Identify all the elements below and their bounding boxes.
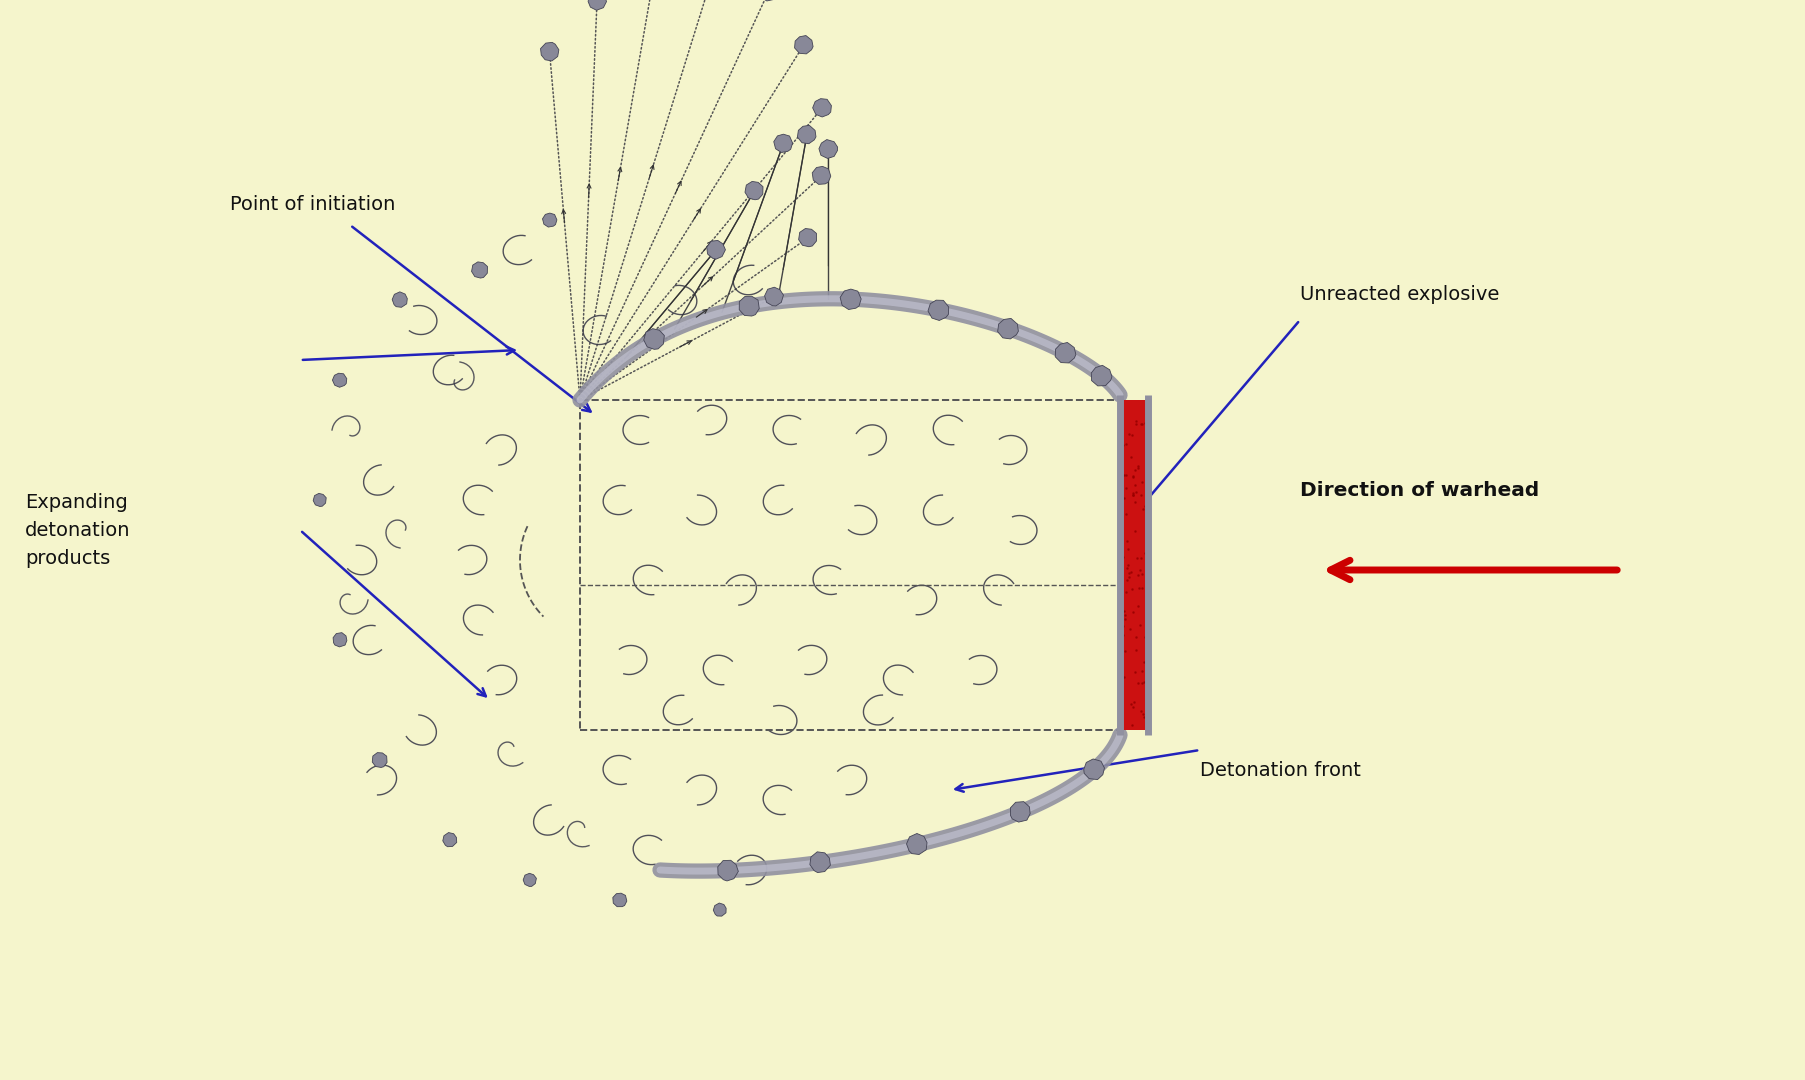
Polygon shape	[471, 261, 487, 278]
Polygon shape	[765, 287, 783, 306]
Polygon shape	[543, 213, 558, 227]
Polygon shape	[819, 139, 838, 159]
Polygon shape	[718, 861, 738, 881]
Polygon shape	[812, 98, 832, 117]
Polygon shape	[332, 374, 347, 388]
Polygon shape	[998, 319, 1018, 339]
Polygon shape	[812, 166, 830, 185]
Bar	[579, 400, 1119, 730]
Polygon shape	[1056, 342, 1076, 363]
Polygon shape	[708, 241, 726, 259]
Polygon shape	[540, 42, 560, 60]
Polygon shape	[839, 289, 861, 310]
Polygon shape	[372, 753, 386, 768]
Text: Detonation front: Detonation front	[1200, 760, 1361, 780]
Polygon shape	[523, 874, 536, 887]
Polygon shape	[928, 300, 949, 321]
Polygon shape	[713, 903, 726, 916]
Polygon shape	[1011, 801, 1031, 822]
Polygon shape	[588, 0, 606, 11]
Polygon shape	[1092, 365, 1112, 386]
Polygon shape	[644, 328, 664, 349]
Polygon shape	[798, 229, 816, 246]
Polygon shape	[314, 494, 327, 507]
Polygon shape	[794, 36, 812, 54]
Polygon shape	[442, 833, 457, 847]
Text: Unreacted explosive: Unreacted explosive	[1300, 285, 1500, 305]
Text: Expanding
detonation
products: Expanding detonation products	[25, 492, 130, 567]
Polygon shape	[745, 181, 764, 200]
Polygon shape	[334, 633, 347, 647]
Text: Point of initiation: Point of initiation	[229, 195, 395, 215]
Polygon shape	[798, 125, 816, 144]
Polygon shape	[392, 292, 408, 308]
Polygon shape	[614, 893, 626, 907]
Polygon shape	[740, 296, 760, 316]
Bar	[1119, 400, 1148, 730]
Text: Direction of warhead: Direction of warhead	[1300, 481, 1540, 499]
Polygon shape	[906, 834, 928, 854]
Polygon shape	[810, 852, 830, 873]
Polygon shape	[1083, 759, 1105, 780]
Polygon shape	[774, 134, 792, 152]
